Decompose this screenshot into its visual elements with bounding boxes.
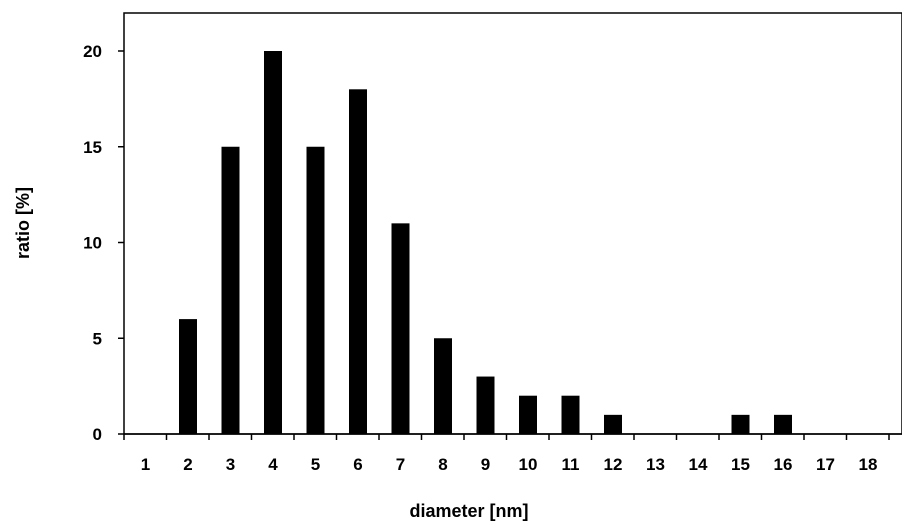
bar xyxy=(434,338,452,434)
y-tick-label: 20 xyxy=(83,42,102,61)
bar xyxy=(179,319,197,434)
x-tick-label: 6 xyxy=(353,455,362,474)
bar xyxy=(519,395,537,434)
plot-frame xyxy=(123,12,902,435)
y-tick-label: 0 xyxy=(93,425,102,444)
x-tick-label: 17 xyxy=(816,455,835,474)
bar xyxy=(476,376,495,434)
bar xyxy=(391,223,410,434)
x-tick-label: 16 xyxy=(774,455,793,474)
x-tick-label: 10 xyxy=(519,455,538,474)
bar xyxy=(604,414,622,434)
x-tick-label: 15 xyxy=(731,455,750,474)
x-tick-label: 8 xyxy=(438,455,447,474)
x-axis-label: diameter [nm] xyxy=(409,501,528,521)
x-tick-label: 14 xyxy=(689,455,708,474)
x-tick-label: 11 xyxy=(562,455,580,474)
bar xyxy=(221,146,240,434)
bars xyxy=(179,51,792,435)
x-tick-label: 4 xyxy=(268,455,278,474)
x-tick-label: 18 xyxy=(859,455,878,474)
x-tick-label: 7 xyxy=(396,455,405,474)
y-tick-label: 15 xyxy=(83,138,102,157)
x-axis: 1 2 3 4 5 6 7 8 9 10 11 12 13 14 15 16 17 18 xyxy=(123,433,902,474)
bar xyxy=(349,89,367,435)
x-tick-label: 13 xyxy=(646,455,665,474)
x-tick-label: 2 xyxy=(183,455,192,474)
bar xyxy=(561,395,580,434)
bar xyxy=(731,414,750,434)
bar xyxy=(774,414,792,434)
x-tick-label: 1 xyxy=(141,455,150,474)
y-tick-label: 5 xyxy=(93,329,102,348)
y-axis-label: ratio [%] xyxy=(13,187,33,259)
bar xyxy=(306,146,325,434)
x-tick-label: 9 xyxy=(481,455,490,474)
y-tick-label: 10 xyxy=(83,234,102,253)
x-tick-label: 5 xyxy=(311,455,320,474)
x-tick-label: 12 xyxy=(604,455,623,474)
y-axis: 0 5 10 15 20 xyxy=(83,42,124,444)
x-tick-label: 3 xyxy=(226,455,235,474)
bar xyxy=(264,51,282,434)
